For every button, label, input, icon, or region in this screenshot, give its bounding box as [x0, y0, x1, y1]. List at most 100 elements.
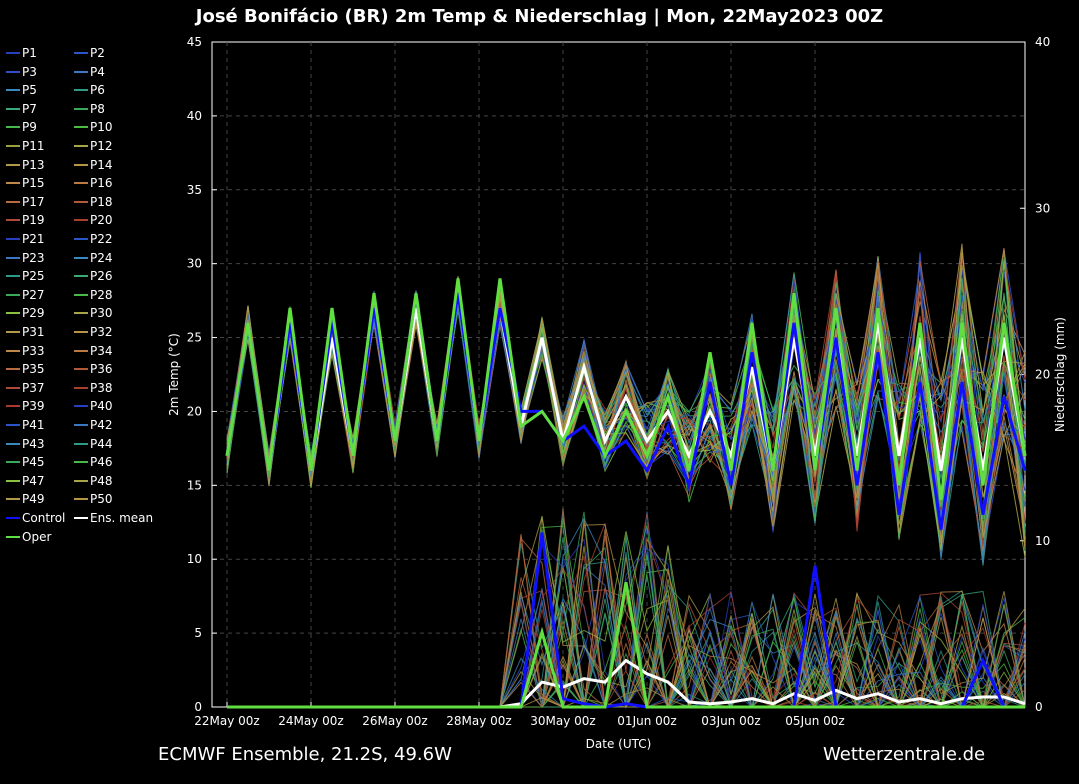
legend-label: P6	[90, 83, 105, 98]
legend-swatch	[6, 424, 20, 426]
legend-item: P45	[6, 453, 45, 471]
legend-label: P47	[22, 473, 45, 488]
legend-item: P40	[74, 397, 113, 415]
x-tick-label: 03Jun 00z	[701, 714, 760, 728]
legend-item: P4	[74, 63, 105, 81]
legend-item: P20	[74, 211, 113, 229]
x-tick-label: 30May 00z	[530, 714, 595, 728]
y2-tick-label: 0	[1035, 700, 1043, 714]
legend-item: P26	[74, 267, 113, 285]
legend-swatch	[74, 200, 88, 203]
legend-label: P46	[90, 455, 113, 470]
legend-swatch	[6, 275, 20, 278]
legend-item: P42	[74, 416, 113, 434]
legend-swatch	[6, 405, 20, 408]
legend-label: P12	[90, 139, 113, 153]
y2-tick-label: 30	[1035, 201, 1050, 215]
legend-label: P20	[90, 213, 113, 228]
legend-label: P40	[90, 399, 113, 414]
x-tick-label: 22May 00z	[194, 714, 259, 728]
legend-item: Oper	[6, 528, 51, 546]
legend-label: P18	[90, 194, 113, 209]
legend-swatch	[74, 275, 88, 278]
legend-label: P27	[22, 287, 45, 302]
y2-tick-label: 10	[1035, 534, 1050, 548]
y-tick-label: 10	[187, 552, 202, 566]
legend-label: P3	[22, 64, 37, 79]
legend-swatch	[74, 368, 88, 371]
legend-label: P28	[90, 287, 113, 302]
legend-item: P1	[6, 44, 37, 62]
legend-swatch	[6, 442, 20, 445]
y-tick-label: 5	[194, 626, 202, 640]
legend-swatch	[74, 89, 88, 92]
legend-swatch	[6, 200, 20, 203]
legend-swatch	[74, 126, 88, 129]
x-tick-label: 05Jun 00z	[785, 714, 844, 728]
legend-item: P8	[74, 100, 105, 118]
legend-item: P28	[74, 286, 113, 304]
legend-item: Ens. mean	[74, 509, 153, 527]
legend-swatch	[6, 386, 20, 389]
legend-item: P36	[74, 360, 113, 378]
legend-swatch	[6, 256, 20, 259]
series-line	[227, 582, 1025, 709]
legend-item: P22	[74, 230, 113, 248]
legend-item: P30	[74, 304, 113, 322]
legend-swatch	[6, 52, 20, 54]
legend-item: P41	[6, 416, 45, 434]
legend-swatch	[6, 107, 20, 110]
y2-tick-label: 40	[1035, 35, 1050, 49]
legend-label: P13	[22, 157, 45, 172]
legend-swatch	[74, 182, 88, 185]
legend-swatch	[74, 461, 88, 464]
legend-swatch	[74, 70, 88, 73]
legend-label: P33	[22, 343, 45, 358]
legend-label: P11	[22, 139, 45, 153]
legend-label: P22	[90, 232, 113, 246]
legend-swatch	[6, 331, 20, 333]
legend-swatch	[74, 312, 88, 315]
legend-swatch	[6, 461, 20, 464]
legend-item: P14	[74, 156, 113, 174]
legend-label: P8	[90, 101, 105, 116]
legend-item: P12	[74, 137, 113, 155]
legend-swatch	[74, 293, 88, 296]
legend-label: P24	[90, 250, 113, 265]
legend-swatch	[74, 256, 88, 259]
y2-axis-label: Niederschlag (mm)	[1053, 317, 1067, 432]
x-tick-label: 26May 00z	[362, 714, 427, 728]
legend-item: P37	[6, 379, 45, 397]
legend-swatch	[6, 368, 20, 371]
legend-swatch	[6, 126, 20, 129]
legend-item: P31	[6, 323, 45, 341]
legend-swatch	[6, 498, 20, 501]
legend-label: P7	[22, 101, 37, 116]
legend-label: P14	[90, 157, 113, 172]
legend-label: Control	[22, 511, 66, 525]
y-tick-label: 35	[187, 183, 202, 197]
legend-label: Oper	[22, 529, 52, 544]
legend-swatch	[6, 182, 20, 185]
legend-label: P30	[90, 306, 113, 321]
footer-source: ECMWF Ensemble, 21.2S, 49.6W	[158, 744, 452, 765]
legend-item: P47	[6, 472, 45, 490]
y-tick-label: 30	[187, 257, 202, 271]
legend-swatch	[74, 219, 88, 222]
legend-swatch	[74, 163, 88, 166]
legend-swatch	[74, 107, 88, 110]
legend-item: P43	[6, 435, 45, 453]
legend-label: P36	[90, 362, 113, 377]
y-tick-label: 25	[187, 331, 202, 345]
y-tick-label: 0	[194, 700, 202, 714]
legend-label: P26	[90, 269, 113, 284]
legend-label: P17	[22, 194, 45, 209]
footer-site: Wetterzentrale.de	[823, 744, 986, 765]
legend-item: Control	[6, 509, 65, 527]
legend-label: P32	[90, 325, 113, 339]
legend-item: P32	[74, 323, 113, 341]
legend-item: P24	[74, 249, 113, 267]
legend-item: P44	[74, 435, 113, 453]
legend-swatch	[6, 238, 20, 240]
